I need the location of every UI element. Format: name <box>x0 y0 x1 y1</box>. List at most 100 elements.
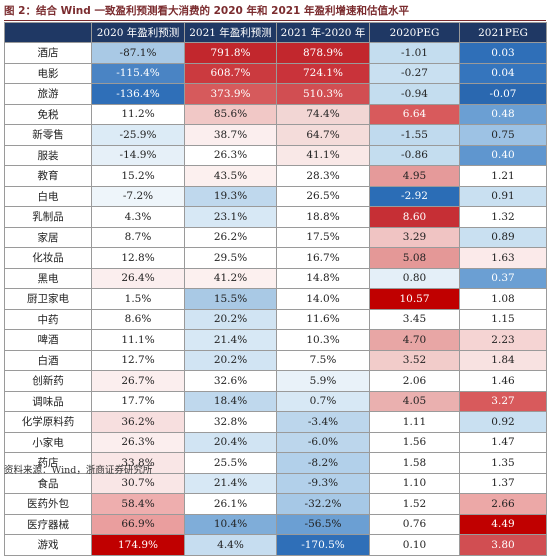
source-note: 资料来源：Wind，浙商证券研究所 <box>4 465 153 476</box>
value-2020-peg: 3.29 <box>369 226 460 248</box>
value-2021-forecast: 23.1% <box>184 206 277 228</box>
table-row: 酒店 -87.1% 791.8% 878.9% -1.01 0.03 <box>4 42 547 64</box>
table-row: 黑电 26.4% 41.2% 14.8% 0.80 0.37 <box>4 267 547 289</box>
table-row: 旅游 -136.4% 373.9% 510.3% -0.94 -0.07 <box>4 83 547 105</box>
table-row: 小家电 26.3% 20.4% -6.0% 1.56 1.47 <box>4 431 547 453</box>
value-2021-peg: 1.08 <box>459 288 547 310</box>
value-2020-peg: 0.80 <box>369 267 460 289</box>
row-category: 服装 <box>4 144 92 166</box>
table-row: 白酒 12.7% 20.2% 7.5% 3.52 1.84 <box>4 349 547 371</box>
value-2020-peg: 3.45 <box>369 308 460 330</box>
value-2020-peg: -0.86 <box>369 144 460 166</box>
row-category: 酒店 <box>4 42 92 64</box>
table-row: 电影 -115.4% 608.7% 724.1% -0.27 0.04 <box>4 62 547 84</box>
value-2021-peg: 0.91 <box>459 185 547 207</box>
value-difference: -32.2% <box>276 493 370 515</box>
value-2021-forecast: 791.8% <box>184 42 277 64</box>
value-2021-peg: 0.89 <box>459 226 547 248</box>
value-difference: -6.0% <box>276 431 370 453</box>
value-difference: 41.1% <box>276 144 370 166</box>
header-2020-peg: 2020PEG <box>369 22 460 43</box>
row-category: 旅游 <box>4 83 92 105</box>
value-2021-peg: -0.07 <box>459 83 547 105</box>
value-difference: 74.4% <box>276 103 370 125</box>
value-2021-peg: 1.32 <box>459 206 547 228</box>
figure-title: 图 2：结合 Wind 一致盈利预测看大消费的 2020 年和 2021 年盈利… <box>4 5 410 17</box>
row-category: 电影 <box>4 62 92 84</box>
value-2021-peg: 0.48 <box>459 103 547 125</box>
value-2021-forecast: 20.4% <box>184 431 277 453</box>
table-row: 创新药 26.7% 32.6% 5.9% 2.06 1.46 <box>4 370 547 392</box>
value-2020-peg: 1.56 <box>369 431 460 453</box>
row-category: 医药外包 <box>4 493 92 515</box>
value-2020-peg: 10.57 <box>369 288 460 310</box>
value-2021-peg: 0.75 <box>459 124 547 146</box>
row-category: 啤酒 <box>4 329 92 351</box>
table-row: 调味品 17.7% 18.4% 0.7% 4.05 3.27 <box>4 390 547 412</box>
value-2020-peg: 0.76 <box>369 513 460 535</box>
value-2020-peg: -2.92 <box>369 185 460 207</box>
value-2020-peg: 6.64 <box>369 103 460 125</box>
value-2021-peg: 0.04 <box>459 62 547 84</box>
table-row: 化妆品 12.8% 29.5% 16.7% 5.08 1.63 <box>4 247 547 269</box>
row-category: 白电 <box>4 185 92 207</box>
value-2021-forecast: 15.5% <box>184 288 277 310</box>
value-2020-forecast: 33.8% <box>91 452 185 474</box>
value-difference: 724.1% <box>276 62 370 84</box>
value-2020-peg: 4.95 <box>369 165 460 187</box>
value-2020-forecast: 11.2% <box>91 103 185 125</box>
value-2020-peg: 1.10 <box>369 472 460 494</box>
value-difference: 14.8% <box>276 267 370 289</box>
value-2021-forecast: 32.6% <box>184 370 277 392</box>
value-2021-forecast: 85.6% <box>184 103 277 125</box>
value-difference: 10.3% <box>276 329 370 351</box>
row-category: 厨卫家电 <box>4 288 92 310</box>
value-difference: 5.9% <box>276 370 370 392</box>
row-category: 黑电 <box>4 267 92 289</box>
row-category: 中药 <box>4 308 92 330</box>
value-2021-peg: 1.84 <box>459 349 547 371</box>
value-2021-peg: 1.47 <box>459 431 547 453</box>
title-divider <box>4 20 546 21</box>
value-difference: 14.0% <box>276 288 370 310</box>
value-2020-forecast: -87.1% <box>91 42 185 64</box>
value-difference: 26.5% <box>276 185 370 207</box>
row-category: 乳制品 <box>4 206 92 228</box>
value-2021-peg: 4.49 <box>459 513 547 535</box>
header-difference: 2021 年-2020 年 <box>276 22 370 43</box>
table-row: 医疗器械 66.9% 10.4% -56.5% 0.76 4.49 <box>4 513 547 535</box>
value-2021-forecast: 4.4% <box>184 534 277 556</box>
value-2020-forecast: 11.1% <box>91 329 185 351</box>
value-2020-peg: 1.11 <box>369 411 460 433</box>
value-2021-peg: 1.35 <box>459 452 547 474</box>
row-category: 医疗器械 <box>4 513 92 535</box>
value-2021-peg: 1.63 <box>459 247 547 269</box>
value-difference: 0.7% <box>276 390 370 412</box>
row-category: 教育 <box>4 165 92 187</box>
row-category: 免税 <box>4 103 92 125</box>
value-2021-peg: 2.23 <box>459 329 547 351</box>
value-2021-forecast: 20.2% <box>184 349 277 371</box>
value-difference: -3.4% <box>276 411 370 433</box>
table-row: 化学原料药 36.2% 32.8% -3.4% 1.11 0.92 <box>4 411 547 433</box>
value-2021-forecast: 20.2% <box>184 308 277 330</box>
value-2020-forecast: 58.4% <box>91 493 185 515</box>
value-2021-forecast: 10.4% <box>184 513 277 535</box>
value-difference: -170.5% <box>276 534 370 556</box>
value-difference: 7.5% <box>276 349 370 371</box>
row-category: 化学原料药 <box>4 411 92 433</box>
value-2020-forecast: 15.2% <box>91 165 185 187</box>
table-row: 服装 -14.9% 26.3% 41.1% -0.86 0.40 <box>4 144 547 166</box>
value-2020-peg: -0.94 <box>369 83 460 105</box>
table-row: 游戏 174.9% 4.4% -170.5% 0.10 3.80 <box>4 534 547 556</box>
value-2021-forecast: 26.1% <box>184 493 277 515</box>
row-category: 游戏 <box>4 534 92 556</box>
table-row: 白电 -7.2% 19.3% 26.5% -2.92 0.91 <box>4 185 547 207</box>
value-difference: 17.5% <box>276 226 370 248</box>
value-2020-forecast: 174.9% <box>91 534 185 556</box>
table-row: 厨卫家电 1.5% 15.5% 14.0% 10.57 1.08 <box>4 288 547 310</box>
value-2020-peg: -0.27 <box>369 62 460 84</box>
table-row: 家居 8.7% 26.2% 17.5% 3.29 0.89 <box>4 226 547 248</box>
value-2021-forecast: 21.4% <box>184 472 277 494</box>
value-2020-forecast: 8.6% <box>91 308 185 330</box>
